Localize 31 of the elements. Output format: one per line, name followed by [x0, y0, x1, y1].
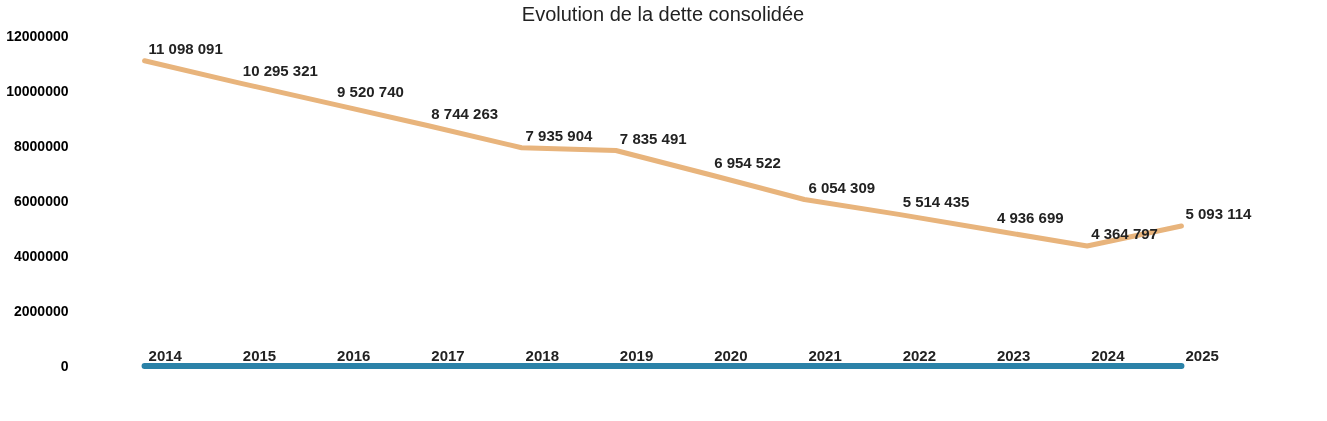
- data-label: 6 054 309: [808, 178, 876, 196]
- data-label: 11 098 091: [148, 39, 223, 57]
- data-label: 2020: [714, 346, 748, 364]
- data-label: 2017: [431, 346, 465, 364]
- data-label: 4 936 699: [996, 209, 1064, 227]
- data-label: 2025: [1185, 346, 1219, 364]
- y-tick-label: 8000000: [13, 137, 69, 154]
- data-label: 10 295 321: [242, 61, 318, 79]
- data-label: 2021: [808, 346, 842, 364]
- y-tick-label: 2000000: [13, 302, 69, 319]
- data-label: 2015: [242, 346, 277, 364]
- y-tick-label: 4000000: [13, 247, 69, 264]
- data-label: 2016: [337, 346, 371, 364]
- data-label: 2019: [619, 346, 654, 364]
- data-label: 6 954 522: [714, 153, 781, 171]
- y-tick-label: 0: [60, 357, 69, 374]
- data-label: 2018: [525, 346, 559, 364]
- data-label: 9 520 740: [337, 83, 404, 101]
- chart-title: Evolution de la dette consolidée: [521, 3, 805, 25]
- data-label: 5 093 114: [1185, 204, 1252, 222]
- data-label: 8 744 263: [431, 104, 499, 122]
- y-tick-label: 12000000: [6, 27, 69, 44]
- data-label: 2014: [148, 346, 183, 364]
- data-label: 2023: [996, 346, 1031, 364]
- data-label: 7 835 491: [619, 129, 687, 147]
- y-tick-label: 6000000: [13, 192, 69, 209]
- data-label: 7 935 904: [525, 126, 593, 144]
- data-label: 2022: [902, 346, 937, 364]
- y-tick-label: 10000000: [6, 82, 69, 99]
- data-label: 2024: [1091, 346, 1126, 364]
- data-label: 5 514 435: [902, 193, 970, 211]
